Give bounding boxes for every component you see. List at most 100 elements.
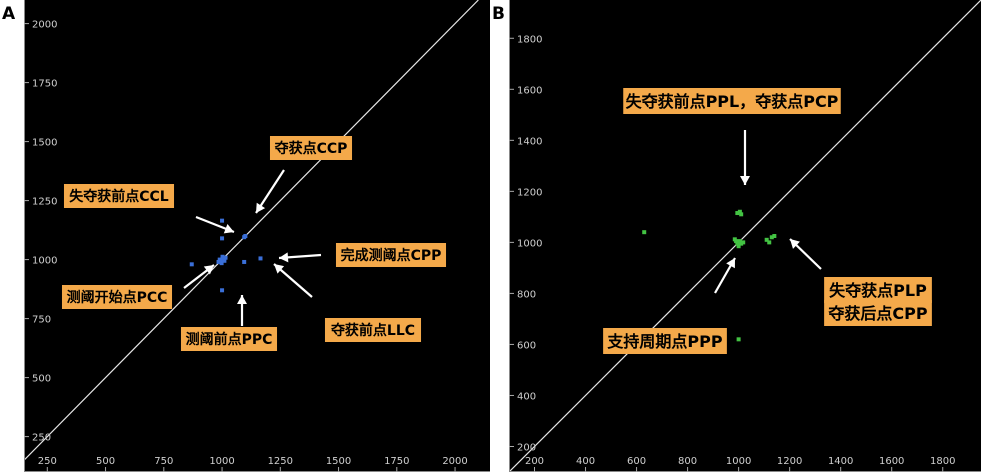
data-point-a-3 — [217, 257, 222, 262]
callout-arrow-a-4-head — [237, 295, 247, 304]
x-tick-label-a-6: 1750 — [384, 456, 409, 467]
x-tick-label-b-4: 1000 — [726, 456, 751, 467]
y-tick-label-b-4: 1000 — [517, 238, 542, 249]
data-point-b-9 — [735, 211, 740, 216]
callout-label-a-4: 测阈前点PPC — [186, 331, 273, 348]
scatter-plot-a: 250 500 750 1000 1250 1500 1750 2000 250 500 750 10… — [24, 0, 490, 472]
data-point-a-6 — [220, 254, 225, 259]
y-tick-label-b-7: 1600 — [517, 85, 542, 96]
callout-label-b-0: 失夺获前点PPL，夺获点PCP — [626, 92, 839, 111]
plot-background-a — [24, 0, 490, 472]
y-tick-label-b-6: 1400 — [517, 136, 542, 147]
callout-arrow-b-3 — [714, 257, 736, 294]
data-point-a-9 — [220, 218, 225, 223]
y-tick-label-b-1: 400 — [517, 391, 536, 402]
callout-label-a-5: 夺获前点LLC — [330, 322, 415, 339]
callout-arrow-b-1-head — [790, 239, 800, 249]
x-tick-label-b-7: 1600 — [879, 456, 904, 467]
data-point-a-8 — [223, 255, 228, 260]
y-tick-label-a-5: 1500 — [32, 138, 57, 149]
x-tick-label-a-4: 1250 — [268, 456, 293, 467]
callout-arrow-a-2 — [278, 252, 322, 263]
callout-arrow-a-2-head — [279, 252, 289, 263]
data-point-b-8 — [737, 209, 742, 214]
x-tick-label-a-3: 1000 — [209, 456, 234, 467]
y-tick-label-a-2: 750 — [32, 315, 51, 326]
x-tick-label-b-6: 1400 — [828, 456, 853, 467]
callout-arrow-a-0 — [255, 169, 285, 214]
data-point-a-7 — [216, 259, 221, 264]
callout-arrow-a-4 — [237, 295, 247, 326]
x-tick-label-b-1: 400 — [576, 456, 595, 467]
x-tick-label-b-3: 800 — [678, 456, 697, 467]
x-tick-label-b-5: 1200 — [777, 456, 802, 467]
callout-arrow-a-5 — [273, 263, 313, 298]
diagonal-line-b — [509, 0, 981, 472]
data-point-b-15 — [642, 230, 647, 235]
y-tick-label-b-8: 1800 — [517, 34, 542, 45]
callout-arrow-a-1 — [195, 215, 235, 234]
x-tick-label-a-5: 1500 — [326, 456, 351, 467]
callout-label-b-1: 失夺获点PLP — [829, 281, 927, 300]
y-tick-label-b-3: 800 — [517, 289, 536, 300]
callout-label-a-3: 测阈开始点PCC — [67, 289, 168, 306]
x-tick-label-b-8: 1800 — [930, 456, 955, 467]
y-tick-label-a-1: 500 — [32, 374, 51, 385]
callout-arrow-a-3-head — [203, 265, 214, 275]
panel-letter-b: B — [492, 4, 505, 24]
callout-arrow-a-0-head — [256, 202, 266, 213]
data-point-a-14 — [242, 259, 247, 264]
callout-arrow-b-0-head — [740, 176, 750, 185]
panel-letter-a: A — [2, 4, 16, 24]
callout-box-a-4 — [180, 327, 278, 351]
y-tick-label-a-4: 1250 — [32, 197, 57, 208]
callout-box-a-0 — [269, 136, 353, 160]
data-point-b-6 — [741, 240, 746, 245]
data-point-b-16 — [736, 337, 741, 342]
data-point-b-10 — [739, 212, 744, 217]
data-point-b-14 — [772, 234, 777, 238]
data-point-a-5 — [219, 261, 224, 266]
callout-box-b-3 — [603, 328, 727, 354]
x-tick-label-a-1: 500 — [96, 456, 115, 467]
callout-box-a-2 — [335, 243, 447, 267]
y-tick-label-a-3: 1000 — [32, 256, 57, 267]
callout-arrow-b-1 — [789, 238, 822, 270]
x-tick-label-a-2: 750 — [154, 456, 173, 467]
x-tick-label-b-0: 200 — [525, 456, 544, 467]
x-tick-label-a-7: 2000 — [442, 456, 467, 467]
callout-box-b-1 — [824, 277, 932, 303]
callout-arrow-a-1-head — [223, 224, 234, 234]
y-tick-label-b-0: 200 — [517, 442, 536, 453]
data-point-b-2 — [737, 239, 742, 244]
y-tick-label-b-2: 600 — [517, 340, 536, 351]
scatter-plot-b: 200 400 600 800 1000 1200 1400 1600 1800 200 400 60… — [509, 0, 981, 472]
callout-box-b-0 — [623, 88, 841, 114]
callout-arrow-b-0 — [740, 130, 750, 185]
data-point-b-5 — [736, 244, 741, 249]
data-point-a-13 — [258, 256, 263, 261]
callout-label-b-2: 夺获后点CPP — [827, 304, 927, 323]
data-point-a-10 — [220, 236, 225, 241]
data-point-b-13 — [769, 235, 774, 240]
callout-label-a-0: 夺获点CCP — [274, 140, 348, 157]
callout-arrow-a-5-head — [274, 264, 285, 274]
callout-label-a-1: 失夺获前点CCL — [69, 188, 169, 205]
data-point-a-16 — [220, 288, 225, 293]
x-tick-label-a-0: 250 — [38, 456, 57, 467]
callout-label-a-2: 完成测阈点CPP — [341, 247, 442, 264]
x-tick-label-b-2: 600 — [627, 456, 646, 467]
data-point-b-4 — [739, 241, 744, 246]
data-point-a-15 — [189, 262, 194, 267]
callout-label-b-3: 支持周期点PPP — [606, 332, 722, 351]
callout-arrow-b-3-head — [726, 258, 735, 269]
callout-box-a-1 — [63, 184, 175, 208]
diagonal-line-a — [24, 0, 479, 461]
y-tick-label-b-5: 1200 — [517, 187, 542, 198]
data-point-a-12 — [242, 235, 247, 240]
callout-box-b-2 — [824, 300, 932, 326]
y-tick-label-a-0: 250 — [32, 433, 51, 444]
y-tick-label-a-6: 1750 — [32, 79, 57, 90]
callout-box-a-3 — [61, 285, 173, 309]
data-point-b-7 — [732, 237, 737, 242]
